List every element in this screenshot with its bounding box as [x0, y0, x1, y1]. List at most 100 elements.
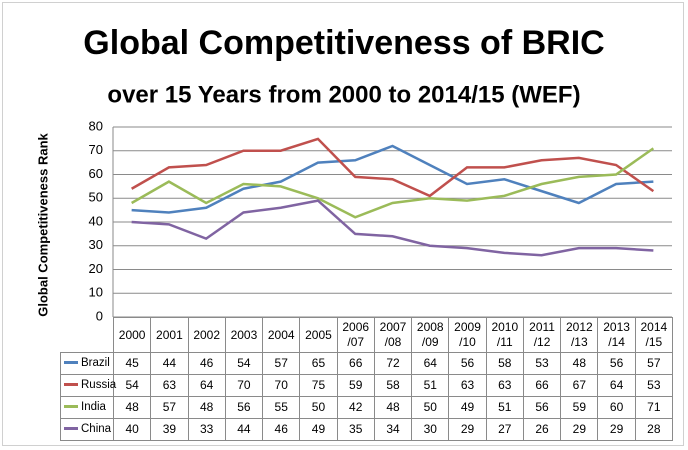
legend-label: India — [81, 401, 106, 413]
table-value: 54 — [224, 352, 264, 375]
table-value: 64 — [187, 374, 226, 397]
table-value: 57 — [262, 352, 301, 375]
y-tick-label: 30 — [89, 237, 103, 252]
table-value: 56 — [224, 396, 264, 419]
table-value: 70 — [224, 374, 264, 397]
legend-label: China — [81, 423, 112, 435]
x-tick-label: 2001 — [150, 317, 189, 353]
table-value: 44 — [224, 418, 264, 441]
table-value: 30 — [411, 418, 450, 441]
table-value: 53 — [522, 352, 562, 375]
series-line — [131, 147, 655, 219]
legend-label: Russia — [81, 379, 117, 391]
table-value: 40 — [112, 418, 152, 441]
series-line — [131, 199, 654, 257]
x-tick-label: 2009 /10 — [448, 317, 487, 353]
y-tick-label: 70 — [89, 142, 103, 157]
table-value: 63 — [150, 374, 189, 397]
table-row: India 48 57 48 56 55 50 42 48 50 49 51 56 59 60 71 — [60, 396, 673, 419]
table-value: 26 — [522, 418, 562, 441]
legend-label: Brazil — [81, 357, 110, 369]
y-tick-label: 50 — [89, 190, 103, 205]
legend-entry: Brazil — [60, 352, 114, 375]
table-corner — [60, 317, 114, 353]
x-tick-label: 2004 — [262, 317, 301, 353]
table-value: 29 — [448, 418, 487, 441]
x-tick-label: 2008 /09 — [411, 317, 450, 353]
table-value: 51 — [411, 374, 450, 397]
table-value: 56 — [597, 352, 636, 375]
x-tick-label: 2012 /13 — [560, 317, 599, 353]
chart-title: Global Competitiveness of BRIC — [83, 24, 604, 62]
table-value: 49 — [448, 396, 487, 419]
table-value: 67 — [560, 374, 599, 397]
y-tick-label: 20 — [89, 261, 103, 276]
table-value: 33 — [187, 418, 226, 441]
table-value: 59 — [336, 374, 375, 397]
table-value: 56 — [448, 352, 487, 375]
x-tick-label: 2005 — [299, 317, 338, 353]
x-tick-label: 2011 /12 — [522, 317, 562, 353]
frame — [2, 2, 684, 446]
legend-entry: China — [60, 418, 114, 441]
legend-swatch — [64, 427, 78, 431]
y-axis-label: Global Competitiveness Rank — [35, 132, 50, 316]
table-value: 64 — [597, 374, 636, 397]
table-value: 58 — [373, 374, 413, 397]
table-value: 28 — [634, 418, 673, 441]
table-value: 54 — [112, 374, 152, 397]
x-tick-label: 2007 /08 — [373, 317, 413, 353]
table-value: 63 — [485, 374, 524, 397]
x-tick-label: 2002 — [187, 317, 226, 353]
table-value: 63 — [448, 374, 487, 397]
table-value: 29 — [560, 418, 599, 441]
table-value: 58 — [485, 352, 524, 375]
table-value: 66 — [336, 352, 375, 375]
table-value: 50 — [411, 396, 450, 419]
table-row: China 40 39 33 44 46 49 35 34 30 29 27 26 29 29 28 — [60, 418, 673, 441]
table-value: 66 — [522, 374, 562, 397]
legend-swatch — [64, 383, 78, 387]
legend-swatch — [64, 405, 78, 409]
y-tick-label: 10 — [89, 285, 103, 300]
table-value: 29 — [597, 418, 636, 441]
table-value: 71 — [634, 396, 673, 419]
table-value: 56 — [522, 396, 562, 419]
x-tick-label: 2000 — [112, 317, 152, 353]
x-tick-label: 2003 — [224, 317, 264, 353]
data-table: 2000 2001 2002 2003 2004 2005 2006 /07 2007 /08… — [60, 317, 673, 441]
table-value: 75 — [299, 374, 338, 397]
table-value: 51 — [485, 396, 524, 419]
y-tick-label: 40 — [89, 213, 103, 228]
table-value: 59 — [560, 396, 599, 419]
table-value: 27 — [485, 418, 524, 441]
table-header: 2000 2001 2002 2003 2004 2005 2006 /07 2007 /08… — [60, 317, 673, 353]
table-value: 39 — [150, 418, 189, 441]
table-value: 60 — [597, 396, 636, 419]
series-line — [131, 137, 655, 198]
y-tick-label: 80 — [89, 118, 103, 133]
table-value: 57 — [150, 396, 189, 419]
table-value: 48 — [560, 352, 599, 375]
x-tick-label: 2014 /15 — [634, 317, 673, 353]
table-value: 45 — [112, 352, 152, 375]
legend-entry: India — [60, 396, 114, 419]
table-value: 65 — [299, 352, 338, 375]
table-row: Russia 54 63 64 70 70 75 59 58 51 63 63 66 67 64 53 — [60, 374, 673, 397]
table-value: 57 — [634, 352, 673, 375]
legend-entry: Russia — [60, 374, 117, 397]
table-value: 34 — [373, 418, 413, 441]
table-value: 70 — [262, 374, 301, 397]
y-tick-label: 0 — [96, 308, 103, 323]
table-value: 44 — [150, 352, 189, 375]
table-value: 55 — [262, 396, 301, 419]
table-row: Brazil 45 44 46 54 57 65 66 72 64 56 58 53 48 56 57 — [60, 352, 673, 375]
table-value: 72 — [373, 352, 413, 375]
series-line — [131, 144, 654, 214]
table-value: 48 — [373, 396, 413, 419]
table-value: 48 — [112, 396, 152, 419]
table-value: 50 — [299, 396, 338, 419]
x-tick-label: 2006 /07 — [336, 317, 375, 353]
